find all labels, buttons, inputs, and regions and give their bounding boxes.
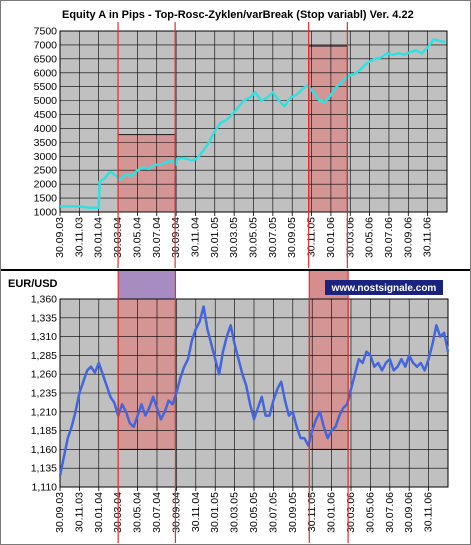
y-tick-label: 4500: [34, 109, 58, 121]
y-tick-label: 1,185: [31, 425, 57, 437]
series-line: [60, 38, 446, 210]
highlight-region: [308, 45, 348, 213]
x-tick-label: 30.05.04: [131, 217, 143, 258]
y-tick-label: 4000: [34, 123, 58, 135]
x-tick-label: 30.05.05: [248, 217, 260, 258]
x-tick-label: 30.09.04: [170, 492, 182, 533]
x-tick-label: 30.01.04: [93, 217, 105, 258]
x-tick-label: 30.05.06: [364, 492, 376, 533]
x-tick-label: 30.09.03: [54, 217, 66, 258]
series-line: [58, 305, 450, 476]
x-tick-label: 30.03.05: [228, 217, 240, 258]
x-tick-label: 30.07.06: [383, 217, 395, 258]
y-tick-label: 1,210: [31, 406, 57, 418]
y-tick-label: 7500: [34, 26, 58, 38]
y-tick-label: 1,135: [31, 463, 57, 475]
y-tick-label: 1000: [34, 207, 58, 219]
eurusd-chart-title: EUR/USD: [8, 278, 58, 290]
x-tick-label: 30.11.05: [306, 492, 318, 532]
annotation-box: [325, 280, 443, 295]
equity-chart: 1000 1500 2000 2500 3000 3500 4000 4500 5000 5500…: [34, 22, 448, 268]
y-tick-label: 5000: [34, 95, 58, 107]
x-tick-label: 30.03.05: [229, 492, 241, 533]
y-tick-label: 1,285: [31, 350, 57, 362]
y-tick-label: 1,335: [31, 312, 57, 324]
y-tick-label: 7000: [34, 39, 58, 51]
highlight-band-top: [118, 271, 176, 299]
y-tick-label: 1,235: [31, 388, 57, 400]
x-tick-label: 30.07.04: [151, 217, 163, 258]
y-tick-label: 1500: [34, 193, 58, 205]
x-tick-label: 30.01.06: [326, 492, 338, 533]
eurusd-chart: 1,110 1,135 1,160 1,185 1,210 1,235 1,260 1,285…: [31, 271, 450, 543]
x-tick-label: 30.01.05: [209, 217, 221, 258]
x-tick-label: 30.09.05: [286, 217, 298, 258]
equity-chart-title: Equity A in Pips - Top-Rosc-Zyklen/varBr…: [62, 9, 414, 21]
x-tick-label: 30.09.06: [402, 217, 414, 258]
x-tick-label: 30.09.05: [287, 492, 299, 533]
x-tick-label: 30.05.04: [132, 492, 144, 533]
annotation-text: www.nostsignale.com: [331, 283, 437, 294]
x-tick-label: 30.11.06: [422, 217, 434, 257]
y-tick-label: 3000: [34, 151, 58, 163]
x-tick-label: 30.07.04: [151, 492, 163, 533]
x-tick-label: 30.09.03: [54, 492, 66, 533]
x-tick-label: 30.11.03: [73, 492, 85, 532]
y-tick-label: 2500: [34, 165, 58, 177]
x-tick-label: 30.03.06: [344, 217, 356, 258]
x-tick-label: 30.01.04: [93, 492, 105, 533]
x-tick-label: 30.03.06: [345, 492, 357, 533]
x-tick-label: 30.05.05: [248, 492, 260, 533]
x-tick-label: 30.01.05: [209, 492, 221, 533]
x-tick-label: 30.09.04: [170, 217, 182, 258]
y-tick-label: 1,160: [31, 444, 57, 456]
x-tick-label: 30.11.03: [73, 217, 85, 257]
y-tick-label: 5500: [34, 81, 58, 93]
y-tick-label: 2000: [34, 179, 58, 191]
y-tick-label: 6500: [34, 53, 58, 65]
x-tick-label: 30.11.04: [190, 492, 202, 532]
x-tick-label: 30.09.06: [403, 492, 415, 533]
y-tick-label: 1,310: [31, 331, 57, 343]
x-tick-label: 30.07.06: [384, 492, 396, 533]
y-tick-label: 6000: [34, 67, 58, 79]
x-tick-label: 30.11.06: [423, 492, 435, 532]
y-tick-label: 3500: [34, 137, 58, 149]
highlight-region: [117, 134, 176, 213]
x-tick-label: 30.11.05: [306, 217, 318, 257]
y-tick-label: 1,260: [31, 369, 57, 381]
x-tick-label: 30.01.06: [325, 217, 337, 258]
x-tick-label: 30.07.05: [267, 492, 279, 533]
x-tick-label: 30.07.05: [267, 217, 279, 258]
x-tick-label: 30.11.04: [189, 217, 201, 257]
y-tick-label: 1,110: [32, 482, 58, 494]
x-tick-label: 30.05.06: [364, 217, 376, 258]
y-tick-label: 1,360: [31, 294, 57, 306]
